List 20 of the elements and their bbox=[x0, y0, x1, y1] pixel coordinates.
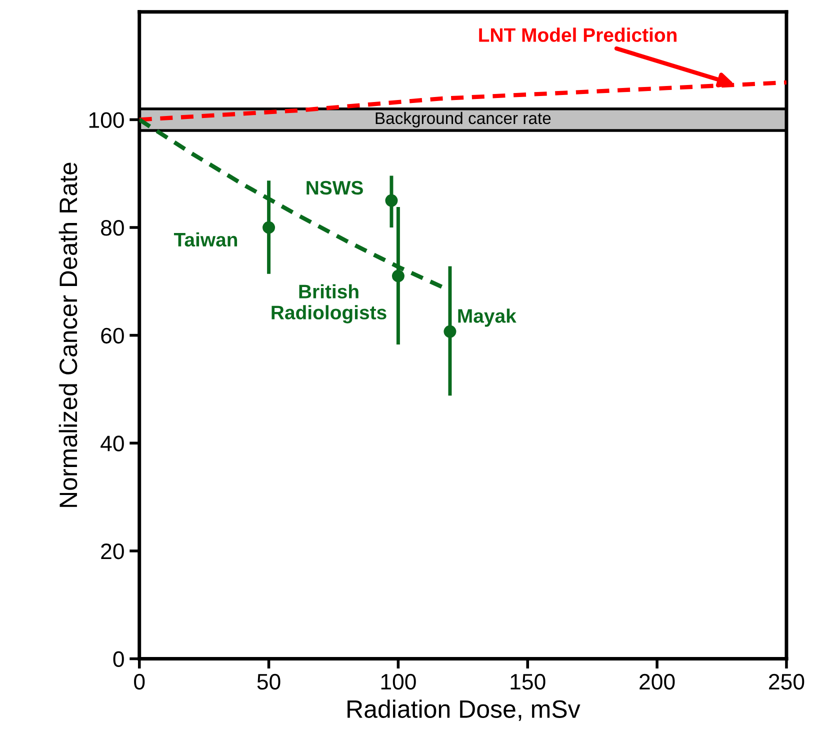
annotation: NSWS bbox=[306, 180, 363, 195]
x-tick-label: 150 bbox=[510, 674, 546, 690]
annotation: Mayak bbox=[458, 308, 516, 327]
x-tick-label: 100 bbox=[381, 674, 416, 690]
y-tick-label: 100 bbox=[89, 112, 124, 128]
x-tick-label: 50 bbox=[257, 674, 280, 690]
y-tick-label: 0 bbox=[113, 651, 124, 668]
x-tick-label: 250 bbox=[769, 674, 804, 690]
annotation: British Radiologists bbox=[272, 284, 386, 324]
y-tick-label: 60 bbox=[101, 328, 124, 344]
x-axis-title: Radiation Dose, mSv bbox=[348, 700, 580, 721]
x-tick-label: 200 bbox=[640, 674, 675, 690]
x-tick-label: 0 bbox=[134, 674, 145, 690]
annotation: Taiwan bbox=[174, 232, 238, 247]
y-axis-title: Normalized Cancer Death Rate bbox=[58, 162, 78, 507]
y-tick-label: 40 bbox=[100, 436, 124, 452]
y-tick-label: 80 bbox=[101, 220, 124, 236]
annotation: LNT Model Prediction bbox=[479, 28, 676, 42]
band-label: Background cancer rate bbox=[376, 112, 551, 128]
y-tick-label: 20 bbox=[101, 543, 124, 560]
